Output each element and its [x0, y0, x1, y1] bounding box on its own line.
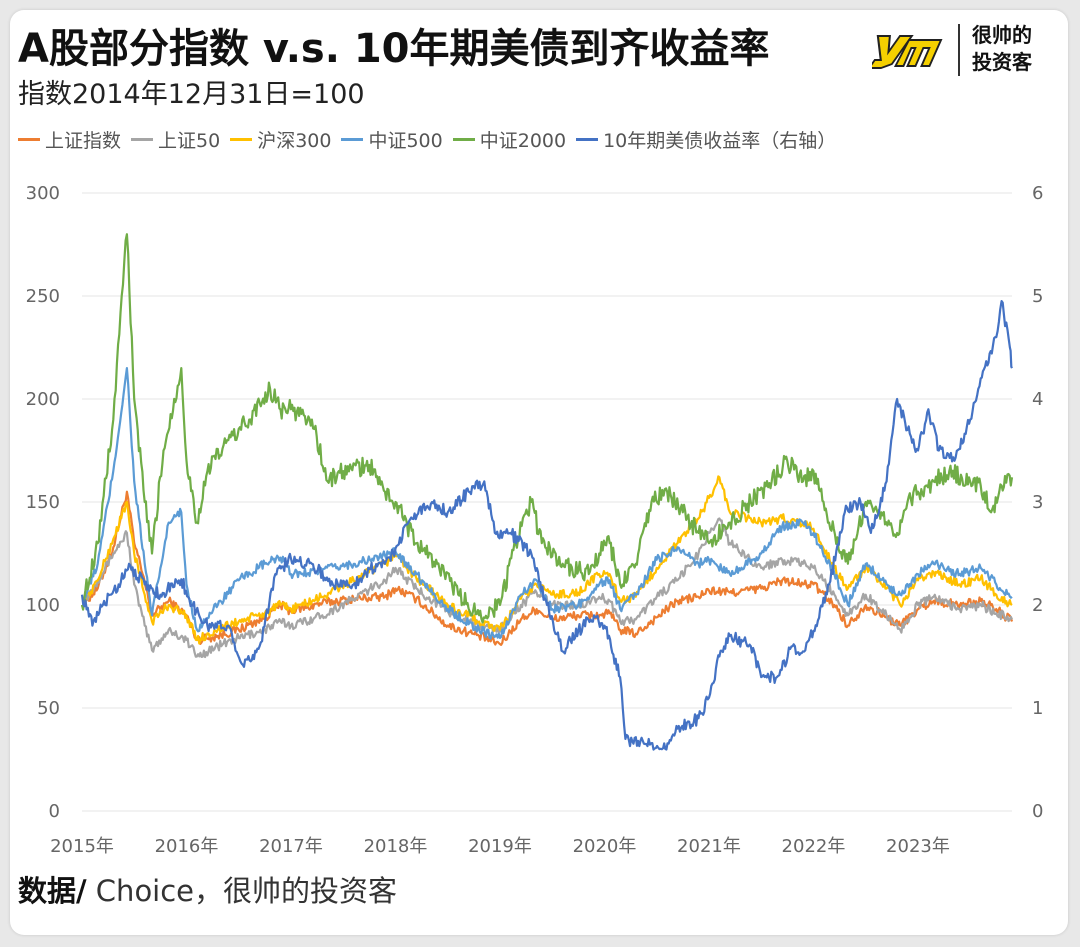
data-source: 数据/ Choice，很帅的投资客	[18, 868, 397, 910]
legend-swatch	[452, 138, 475, 141]
legend-item: 中证2000	[452, 126, 567, 153]
legend-label: 沪深300	[257, 130, 332, 152]
series-line	[80, 233, 1014, 624]
brand-name-line2: 投资客	[972, 50, 1032, 74]
y-right-tick-label: 3	[1032, 492, 1043, 513]
y-left-tick-label: 200	[26, 389, 60, 410]
chart-legend: 上证指数 上证50 沪深300 中证500 中证2000 10年期美债收益率（右轴）	[18, 126, 836, 153]
legend-label: 10年期美债收益率（右轴）	[603, 130, 837, 152]
series-line	[80, 300, 1013, 751]
series-line	[81, 367, 1013, 640]
chart-card	[10, 10, 1068, 935]
y-left-tick-label: 250	[26, 286, 60, 307]
y-right-tick-label: 2	[1032, 595, 1043, 616]
legend-swatch	[230, 138, 253, 141]
x-tick-label: 2021年	[677, 836, 741, 857]
legend-label: 上证指数	[45, 130, 122, 152]
legend-item: 上证50	[131, 126, 220, 153]
source-label: 数据/	[18, 874, 87, 908]
x-tick-label: 2016年	[155, 836, 219, 857]
y-left-tick-label: 50	[37, 698, 60, 719]
x-tick-label: 2017年	[259, 836, 323, 857]
x-tick-label: 2022年	[782, 836, 846, 857]
brand-name: 很帅的 投资客	[972, 22, 1032, 76]
legend-item: 上证指数	[18, 126, 121, 153]
legend-label: 上证50	[158, 130, 221, 152]
y-right-tick-label: 5	[1032, 286, 1043, 307]
brand-logo: 很帅的 投资客	[872, 20, 1062, 80]
legend-item: 10年期美债收益率（右轴）	[576, 126, 836, 153]
y-left-tick-label: 300	[26, 183, 60, 204]
x-tick-label: 2015年	[50, 836, 114, 857]
y-right-tick-label: 1	[1032, 698, 1043, 719]
legend-swatch	[18, 138, 40, 141]
y-right-tick-label: 4	[1032, 389, 1043, 410]
x-tick-label: 2023年	[886, 836, 950, 857]
ym-logo-icon	[872, 35, 943, 69]
x-tick-label: 2020年	[573, 836, 637, 857]
y-left-tick-label: 150	[26, 492, 60, 513]
y-right-tick-label: 0	[1032, 801, 1043, 822]
series-line	[80, 490, 1014, 646]
legend-swatch	[576, 138, 599, 141]
legend-swatch	[341, 138, 364, 141]
legend-swatch	[131, 138, 154, 141]
series-line	[80, 475, 1013, 645]
x-tick-label: 2019年	[468, 836, 532, 857]
y-left-tick-label: 0	[49, 801, 60, 822]
legend-item: 沪深300	[230, 126, 331, 153]
chart-subtitle: 指数2014年12月31日=100	[18, 79, 365, 110]
source-text: Choice，很帅的投资客	[86, 874, 398, 908]
legend-item: 中证500	[341, 126, 443, 153]
logo-separator	[958, 24, 960, 76]
legend-label: 中证2000	[479, 130, 567, 152]
y-left-tick-label: 100	[26, 595, 60, 616]
chart-title: A股部分指数 v.s. 10年期美债到齐收益率	[18, 26, 770, 72]
x-tick-label: 2018年	[364, 836, 428, 857]
y-right-tick-label: 6	[1032, 183, 1043, 204]
brand-name-line1: 很帅的	[972, 23, 1032, 47]
legend-label: 中证500	[368, 130, 443, 152]
